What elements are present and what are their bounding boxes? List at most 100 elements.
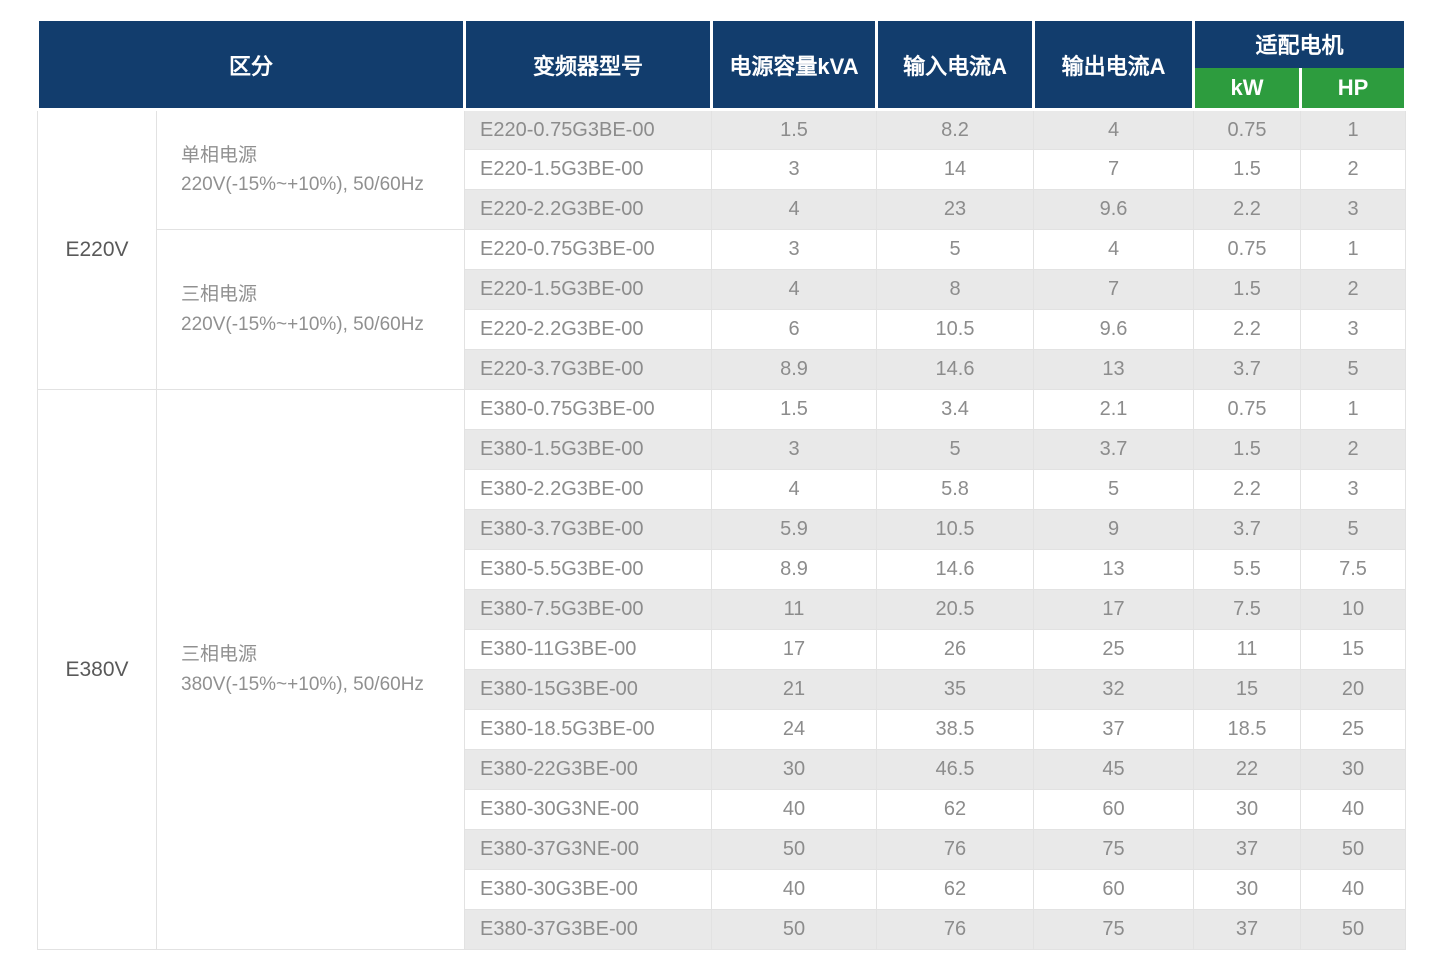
kva-cell: 40: [711, 789, 878, 830]
kva-cell: 1.5: [711, 109, 878, 150]
kva-cell: 5.9: [711, 509, 878, 550]
kva-cell: 17: [711, 629, 878, 670]
model-cell: E380-30G3BE-00: [464, 869, 713, 910]
kw-cell: 15: [1193, 669, 1302, 710]
output-current-cell: 17: [1033, 589, 1195, 630]
table-body: E220V 单相电源 220V(-15%~+10%), 50/60Hz E220…: [37, 109, 1407, 950]
input-current-cell: 23: [876, 189, 1035, 230]
hp-cell: 20: [1300, 669, 1407, 710]
output-current-cell: 7: [1033, 149, 1195, 190]
hp-cell: 50: [1300, 909, 1407, 950]
kw-cell: 5.5: [1193, 549, 1302, 590]
header-row-sub: kW HP: [38, 67, 1408, 111]
hp-cell: 1: [1300, 229, 1407, 270]
table-row: 三相电源 220V(-15%~+10%), 50/60Hz E220-0.75G…: [38, 229, 1407, 390]
hp-cell: 50: [1300, 829, 1407, 870]
table-row: E220-1.5G3BE-00 3 14 7 1.5 2: [38, 149, 1407, 190]
kw-cell: 2.2: [1193, 309, 1302, 350]
model-cell: E220-2.2G3BE-00: [464, 189, 713, 230]
kva-cell: 4: [711, 269, 878, 310]
kw-cell: 0.75: [1193, 109, 1302, 150]
output-current-cell: 5: [1033, 469, 1195, 510]
table-row: E380-37G3NE-00 50 76 75 37 50: [38, 829, 1407, 870]
model-cell: E220-2.2G3BE-00: [464, 309, 713, 350]
input-current-cell: 5.8: [876, 469, 1035, 510]
kw-cell: 30: [1193, 789, 1302, 830]
table-row: E220-2.2G3BE-00 4 23 9.6 2.2 3: [38, 189, 1407, 230]
power-desc-line1: 三相电源: [181, 284, 258, 306]
model-cell: E380-30G3NE-00: [464, 789, 713, 830]
output-current-cell: 75: [1033, 829, 1195, 870]
kva-cell: 21: [711, 669, 878, 710]
header-cell-hp: HP: [1299, 67, 1408, 111]
power-desc-line2: 220V(-15%~+10%), 50/60Hz: [181, 313, 424, 335]
model-cell: E380-22G3BE-00: [464, 749, 713, 790]
header-cell-adapted-motor: 适配电机: [1192, 18, 1408, 68]
kva-cell: 8.9: [711, 349, 878, 390]
hp-cell: 2: [1300, 149, 1407, 190]
kva-cell: 3: [711, 149, 878, 190]
input-current-cell: 26: [876, 629, 1035, 670]
kw-cell: 3.7: [1193, 509, 1302, 550]
group-label-e220: E220V: [37, 109, 157, 390]
hp-cell: 5: [1300, 349, 1407, 390]
kva-cell: 8.9: [711, 549, 878, 590]
kva-cell: 3: [711, 229, 878, 270]
model-cell: E380-37G3NE-00: [464, 829, 713, 870]
hp-cell: 1: [1300, 109, 1407, 150]
model-cell: E380-15G3BE-00: [464, 669, 713, 710]
output-current-cell: 32: [1033, 669, 1195, 710]
table-row: E380-5.5G3BE-00 8.9 14.6 13 5.5 7.5: [38, 549, 1407, 590]
input-current-cell: 14.6: [876, 549, 1035, 590]
output-current-cell: 3.7: [1033, 429, 1195, 470]
hp-cell: 2: [1300, 429, 1407, 470]
inverter-spec-table: 区分 变频器型号 电源容量kVA 输入电流A 输出电流A 适配电机 kW HP …: [35, 18, 1408, 950]
output-current-cell: 7: [1033, 269, 1195, 310]
hp-cell: 3: [1300, 469, 1407, 510]
output-current-cell: 37: [1033, 709, 1195, 750]
header-cell-model: 变频器型号: [463, 18, 714, 111]
kva-cell: 1.5: [711, 389, 878, 430]
input-current-cell: 35: [876, 669, 1035, 710]
model-cell: E380-7.5G3BE-00: [464, 589, 713, 630]
input-current-cell: 14.6: [876, 349, 1035, 390]
header-cell-input-current: 输入电流A: [875, 18, 1036, 111]
power-desc-e220-three-phase: 三相电源 220V(-15%~+10%), 50/60Hz: [155, 229, 466, 390]
kva-cell: 24: [711, 709, 878, 750]
model-cell: E380-37G3BE-00: [464, 909, 713, 950]
hp-cell: 30: [1300, 749, 1407, 790]
kva-cell: 40: [711, 869, 878, 910]
input-current-cell: 8.2: [876, 109, 1035, 150]
model-cell: E380-18.5G3BE-00: [464, 709, 713, 750]
output-current-cell: 13: [1033, 549, 1195, 590]
model-cell: E380-0.75G3BE-00: [464, 389, 713, 430]
input-current-cell: 62: [876, 869, 1035, 910]
output-current-cell: 9: [1033, 509, 1195, 550]
model-cell: E220-1.5G3BE-00: [464, 269, 713, 310]
kva-cell: 30: [711, 749, 878, 790]
kw-cell: 22: [1193, 749, 1302, 790]
input-current-cell: 38.5: [876, 709, 1035, 750]
table-row: E380-1.5G3BE-00 3 5 3.7 1.5 2: [38, 429, 1407, 470]
power-desc-line1: 三相电源: [181, 644, 258, 666]
output-current-cell: 75: [1033, 909, 1195, 950]
kw-cell: 0.75: [1193, 229, 1302, 270]
table-row: E380V 三相电源 380V(-15%~+10%), 50/60Hz E380…: [37, 389, 1407, 950]
power-desc-line2: 380V(-15%~+10%), 50/60Hz: [181, 673, 424, 695]
table-row: E380-30G3BE-00 40 62 60 30 40: [38, 869, 1407, 910]
model-cell: E380-1.5G3BE-00: [464, 429, 713, 470]
input-current-cell: 5: [876, 429, 1035, 470]
power-desc-e220-single-phase: 单相电源 220V(-15%~+10%), 50/60Hz: [155, 109, 466, 230]
hp-cell: 15: [1300, 629, 1407, 670]
hp-cell: 5: [1300, 509, 1407, 550]
hp-cell: 1: [1300, 389, 1407, 430]
power-desc-line2: 220V(-15%~+10%), 50/60Hz: [181, 174, 424, 195]
power-desc-line1: 单相电源: [181, 144, 258, 166]
kva-cell: 4: [711, 189, 878, 230]
header-cell-capacity: 电源容量kVA: [710, 18, 879, 111]
header-row-main: 区分 变频器型号 电源容量kVA 输入电流A 输出电流A 适配电机: [35, 18, 1408, 111]
table-row: E220V 单相电源 220V(-15%~+10%), 50/60Hz E220…: [37, 109, 1407, 390]
input-current-cell: 5: [876, 229, 1035, 270]
kw-cell: 18.5: [1193, 709, 1302, 750]
